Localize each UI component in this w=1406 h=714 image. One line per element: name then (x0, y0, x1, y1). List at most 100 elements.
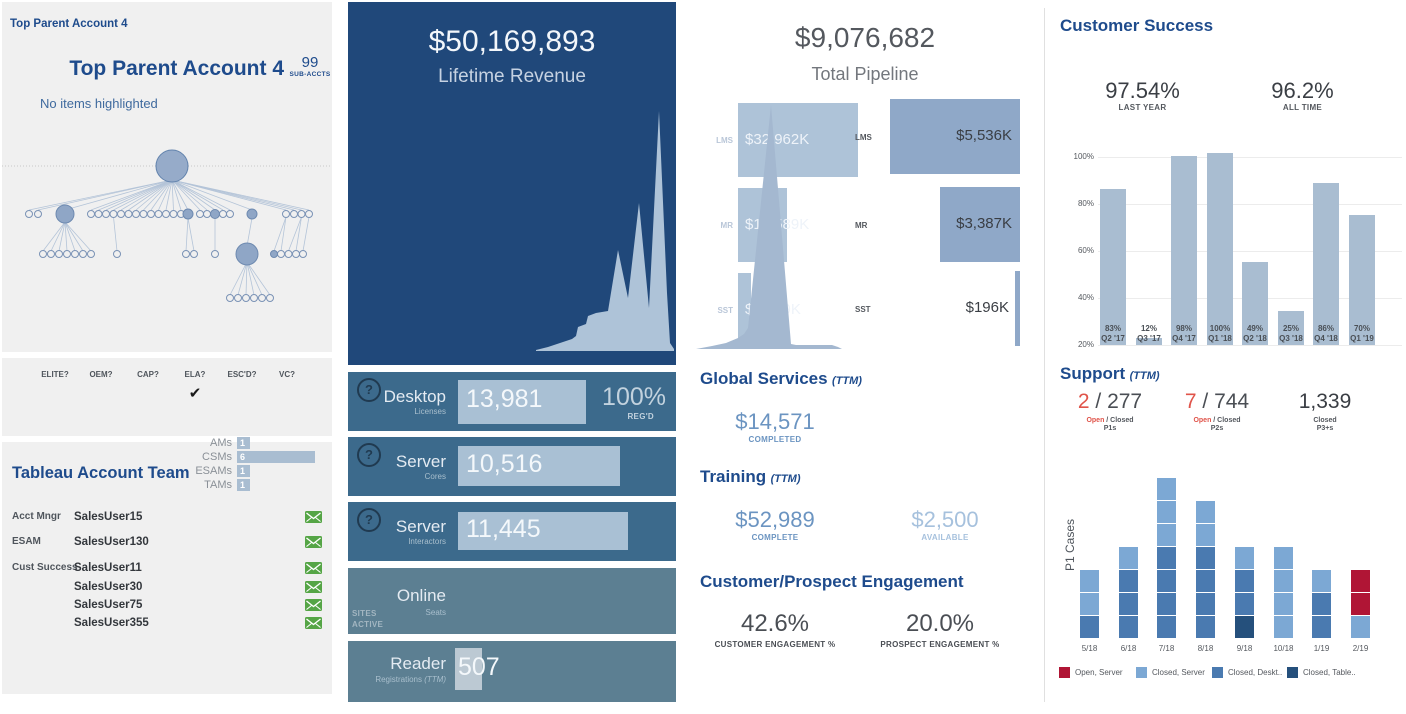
cs-bar[interactable] (1100, 189, 1126, 345)
cs-bar-value-label: 98% (1175, 324, 1192, 333)
p1-segment[interactable] (1235, 570, 1254, 592)
team-member-role: Acct Mngr (12, 511, 61, 522)
panel-title: Desktop (383, 387, 446, 406)
mail-icon[interactable] (305, 581, 322, 593)
usage-bar[interactable] (458, 512, 628, 550)
cs-bar[interactable] (1207, 153, 1233, 345)
p1-segment[interactable] (1351, 593, 1370, 615)
p1-segment[interactable] (1196, 570, 1215, 592)
usage-bar[interactable] (455, 648, 482, 690)
p1-segment[interactable] (1157, 547, 1176, 569)
help-icon[interactable]: ? (357, 443, 381, 467)
prospect-engagement-label: PROSPECT ENGAGEMENT % (880, 640, 1000, 649)
p1-segment[interactable] (1312, 570, 1331, 592)
pipeline-bar[interactable] (940, 187, 1020, 262)
closed-label: / Closed (1211, 417, 1241, 424)
p1-segment[interactable] (1274, 570, 1293, 592)
help-icon[interactable]: ? (357, 378, 381, 402)
role-bar[interactable]: 1 (237, 465, 250, 477)
panel-subtitle: Registrations (TTM) (375, 675, 446, 684)
p1-segment[interactable] (1235, 593, 1254, 615)
p1-segment[interactable] (1119, 547, 1138, 569)
team-member-name: SalesUser130 (74, 536, 149, 548)
p1-segment[interactable] (1157, 616, 1176, 638)
ttm-suffix: (TTM) (770, 473, 801, 485)
mail-icon[interactable] (305, 536, 322, 548)
revenue-bar[interactable] (738, 103, 858, 177)
cs-bar-quarter-label: Q3 '18 (1279, 334, 1303, 343)
p1-segment[interactable] (1157, 501, 1176, 523)
online-seats-panel: SITES ACTIVE Online Seats (348, 568, 676, 634)
p1-month-label: 8/18 (1197, 644, 1214, 653)
legend-label: Closed, Deskt.. (1228, 668, 1283, 677)
usage-value: 10,516 (466, 450, 543, 478)
p1-segment[interactable] (1119, 616, 1138, 638)
team-title: Tableau Account Team (12, 464, 190, 482)
cs-bar[interactable] (1171, 156, 1197, 345)
cs-bar-quarter-label: Q1 '18 (1208, 334, 1232, 343)
pipeline-area-chart[interactable] (692, 97, 844, 353)
role-bar-value: 1 (240, 466, 246, 476)
lifetime-revenue-area-chart[interactable] (518, 93, 676, 355)
p1-segment[interactable] (1080, 593, 1099, 615)
role-bar[interactable]: 6 (237, 451, 315, 463)
p1-segment[interactable] (1235, 547, 1254, 569)
p1-segment[interactable] (1080, 570, 1099, 592)
services-completed-value: $14,571 (735, 409, 815, 434)
p1-segment[interactable] (1274, 547, 1293, 569)
p1-segment[interactable] (1312, 593, 1331, 615)
support-stat-value: 7 / 744 (1167, 390, 1267, 414)
pipeline-bar[interactable] (1015, 271, 1020, 346)
legend-swatch (1212, 667, 1223, 678)
p1-segment[interactable] (1196, 593, 1215, 615)
p1-segment[interactable] (1119, 593, 1138, 615)
flag-checkmark[interactable]: ✔ (188, 385, 202, 402)
mail-icon[interactable] (305, 511, 322, 523)
p1-segment[interactable] (1119, 570, 1138, 592)
p1-segment[interactable] (1196, 547, 1215, 569)
p1-segment[interactable] (1157, 593, 1176, 615)
cs-bar[interactable] (1278, 311, 1304, 345)
usage-bar[interactable] (458, 380, 586, 424)
all-time-label: ALL TIME (1282, 103, 1323, 112)
p1-segment[interactable] (1196, 524, 1215, 546)
p1-segment[interactable] (1196, 616, 1215, 638)
mail-icon[interactable] (305, 617, 322, 629)
support-stat-sublabel: Open / Closed (1167, 417, 1267, 424)
global-services-heading: Global Services (TTM) (700, 369, 862, 389)
cs-bar[interactable] (1136, 338, 1162, 345)
account-hierarchy-graph[interactable] (2, 114, 332, 352)
help-icon[interactable]: ? (357, 508, 381, 532)
p1-segment[interactable] (1157, 570, 1176, 592)
vertical-divider (1044, 8, 1045, 702)
p1-segment[interactable] (1157, 524, 1176, 546)
mail-icon[interactable] (305, 599, 322, 611)
p1-segment[interactable] (1274, 593, 1293, 615)
filter-title[interactable]: Top Parent Account 4 (10, 18, 128, 30)
panel-title: Online (396, 586, 446, 605)
p1-segment[interactable] (1351, 616, 1370, 638)
panel-subtitle: Interactors (408, 537, 446, 546)
p1-segment[interactable] (1157, 478, 1176, 500)
p1-segment[interactable] (1312, 616, 1331, 638)
usage-bar[interactable] (458, 446, 620, 486)
p1-segment[interactable] (1351, 570, 1370, 592)
cs-bar-value-label: 100% (1209, 324, 1231, 333)
legend-swatch (1136, 667, 1147, 678)
mail-icon[interactable] (305, 562, 322, 574)
cs-bar[interactable] (1349, 215, 1375, 345)
pipeline-bar[interactable] (890, 99, 1020, 174)
pipeline-total: $9,076,682 (794, 22, 936, 53)
cs-bar[interactable] (1242, 262, 1268, 345)
p1-segment[interactable] (1080, 616, 1099, 638)
cs-bar[interactable] (1313, 183, 1339, 345)
lifetime-revenue-panel: $50,169,893 Lifetime Revenue LMS $32,962K… (348, 2, 858, 365)
p1-segment[interactable] (1274, 616, 1293, 638)
role-bar[interactable]: 1 (237, 437, 250, 449)
p1-segment[interactable] (1196, 501, 1215, 523)
panel-title: Reader (390, 654, 446, 673)
p1-month-label: 7/18 (1158, 644, 1175, 653)
cs-bar-quarter-label: Q4 '17 (1172, 334, 1196, 343)
role-bar[interactable]: 1 (237, 479, 250, 491)
p1-segment[interactable] (1235, 616, 1254, 638)
